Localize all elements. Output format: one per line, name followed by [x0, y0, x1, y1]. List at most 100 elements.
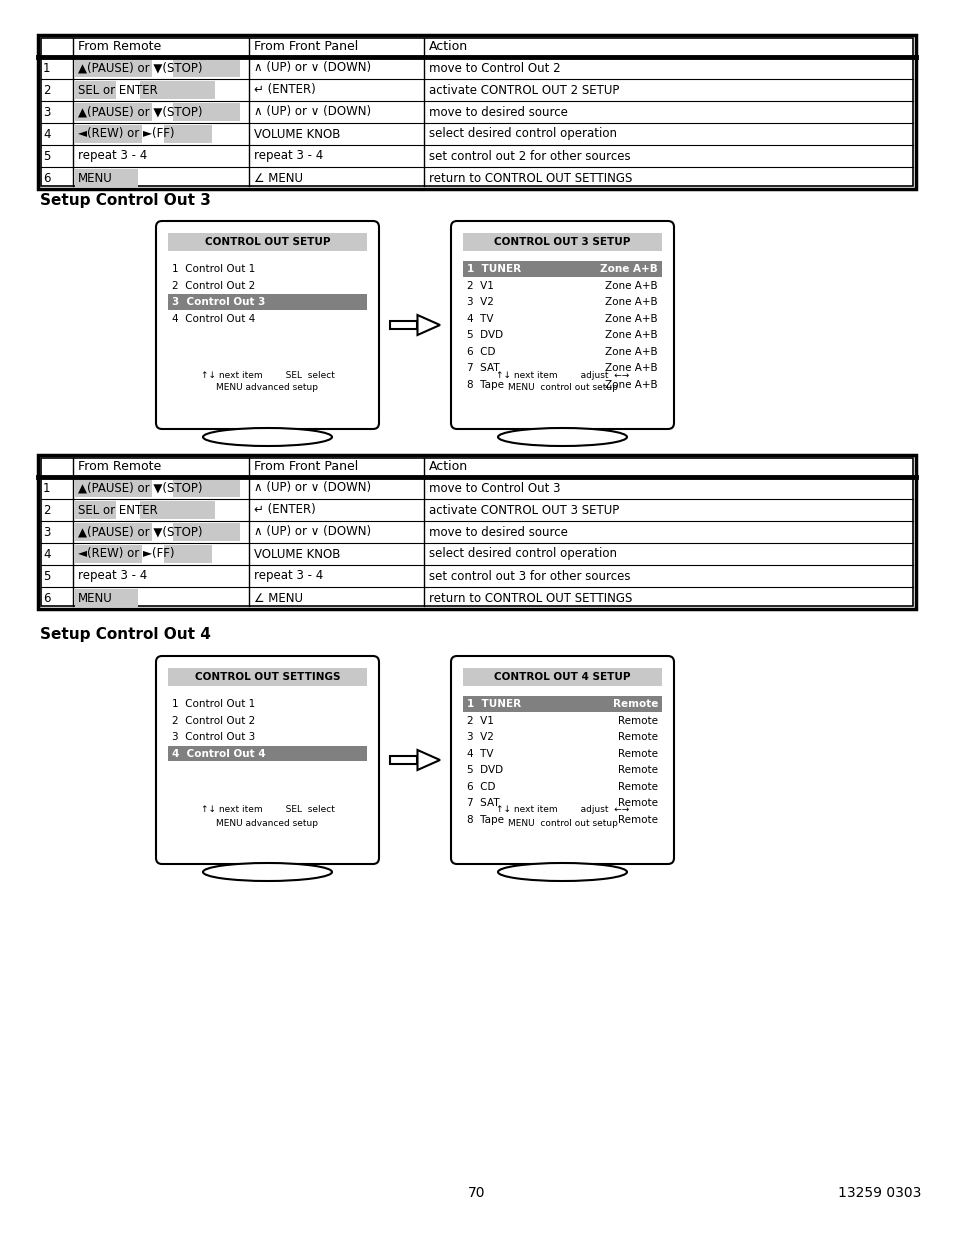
Text: Remote: Remote [612, 699, 658, 709]
Text: activate CONTROL OUT 3 SETUP: activate CONTROL OUT 3 SETUP [429, 504, 618, 516]
Ellipse shape [203, 429, 332, 446]
Bar [38, 35, 915, 189]
Bar [173, 59, 240, 77]
Text: Zone A+B: Zone A+B [599, 264, 658, 274]
Bar [75, 522, 152, 541]
FancyBboxPatch shape [451, 221, 673, 429]
Text: Setup Control Out 3: Setup Control Out 3 [40, 193, 211, 207]
Bar [75, 589, 138, 606]
Text: 1: 1 [43, 62, 51, 74]
Bar [75, 82, 115, 99]
Bar [75, 169, 138, 186]
Bar [168, 294, 367, 310]
Text: CONTROL OUT 3 SETUP: CONTROL OUT 3 SETUP [494, 237, 630, 247]
Text: repeat 3 - 4: repeat 3 - 4 [253, 569, 323, 583]
Text: ∧ (UP) or ∨ (DOWN): ∧ (UP) or ∨ (DOWN) [253, 62, 371, 74]
Text: 13259 0303: 13259 0303 [838, 1186, 921, 1200]
Text: Remote: Remote [618, 732, 658, 742]
Text: MENU  control out setup: MENU control out setup [507, 384, 617, 393]
Bar [75, 59, 152, 77]
Bar [462, 261, 661, 277]
Text: 3: 3 [43, 105, 51, 119]
Text: activate CONTROL OUT 2 SETUP: activate CONTROL OUT 2 SETUP [429, 84, 619, 96]
Text: SEL or ENTER: SEL or ENTER [78, 504, 157, 516]
Text: repeat 3 - 4: repeat 3 - 4 [78, 149, 147, 163]
Text: ∠ MENU: ∠ MENU [253, 592, 302, 604]
Text: 3  V2: 3 V2 [467, 298, 494, 308]
Ellipse shape [497, 429, 626, 446]
Bar [173, 522, 240, 541]
Text: select desired control operation: select desired control operation [429, 547, 617, 561]
Text: ∧ (UP) or ∨ (DOWN): ∧ (UP) or ∨ (DOWN) [253, 482, 371, 494]
Text: 5: 5 [43, 149, 51, 163]
Text: CONTROL OUT SETUP: CONTROL OUT SETUP [205, 237, 330, 247]
Text: 5: 5 [43, 569, 51, 583]
Text: From Front Panel: From Front Panel [253, 40, 357, 53]
Text: ▲(PAUSE) or ▼(STOP): ▲(PAUSE) or ▼(STOP) [78, 482, 202, 494]
Bar [462, 233, 661, 251]
Bar [390, 321, 417, 329]
Text: ▲(PAUSE) or ▼(STOP): ▲(PAUSE) or ▼(STOP) [78, 62, 202, 74]
Text: repeat 3 - 4: repeat 3 - 4 [78, 569, 147, 583]
Bar [75, 103, 152, 121]
Text: Action: Action [429, 40, 468, 53]
Polygon shape [417, 315, 439, 335]
Text: VOLUME KNOB: VOLUME KNOB [253, 127, 339, 141]
Text: Remote: Remote [618, 815, 658, 825]
Text: move to Control Out 3: move to Control Out 3 [429, 482, 560, 494]
Text: From Remote: From Remote [78, 40, 161, 53]
Text: 6: 6 [43, 172, 51, 184]
Bar [41, 458, 912, 606]
Text: 4: 4 [43, 547, 51, 561]
Text: 4  TV: 4 TV [467, 314, 493, 324]
Text: MENU  control out setup: MENU control out setup [507, 819, 617, 827]
FancyBboxPatch shape [156, 656, 378, 864]
Text: ↑↓ next item        SEL  select: ↑↓ next item SEL select [200, 805, 335, 815]
Text: 5  DVD: 5 DVD [467, 766, 502, 776]
Text: Zone A+B: Zone A+B [605, 379, 658, 390]
Text: VOLUME KNOB: VOLUME KNOB [253, 547, 339, 561]
Text: 1: 1 [43, 482, 51, 494]
Bar [173, 103, 240, 121]
Text: 2  V1: 2 V1 [467, 280, 494, 290]
Text: 8  Tape: 8 Tape [467, 815, 503, 825]
Bar [41, 38, 912, 186]
Bar [75, 545, 142, 563]
Text: 3: 3 [43, 526, 51, 538]
Text: ↑↓ next item        adjust  ←→: ↑↓ next item adjust ←→ [496, 370, 628, 379]
Text: move to desired source: move to desired source [429, 526, 568, 538]
Text: 2: 2 [43, 504, 51, 516]
Bar [140, 82, 215, 99]
Text: ↑↓ next item        adjust  ←→: ↑↓ next item adjust ←→ [496, 805, 628, 815]
Text: 4  TV: 4 TV [467, 748, 493, 758]
Bar [75, 479, 152, 496]
Text: 1  Control Out 1: 1 Control Out 1 [172, 699, 255, 709]
Text: ▲(PAUSE) or ▼(STOP): ▲(PAUSE) or ▼(STOP) [78, 526, 202, 538]
Text: move to desired source: move to desired source [429, 105, 568, 119]
FancyBboxPatch shape [451, 656, 673, 864]
Bar [75, 125, 142, 143]
Bar [75, 501, 115, 519]
Bar [164, 125, 212, 143]
Bar [168, 746, 367, 761]
Text: ↵ (ENTER): ↵ (ENTER) [253, 84, 315, 96]
Text: Remote: Remote [618, 782, 658, 792]
Text: set control out 2 for other sources: set control out 2 for other sources [429, 149, 630, 163]
Text: Remote: Remote [618, 748, 658, 758]
Bar [390, 756, 417, 764]
Text: 5  DVD: 5 DVD [467, 330, 502, 341]
Text: Remote: Remote [618, 766, 658, 776]
Text: ∧ (UP) or ∨ (DOWN): ∧ (UP) or ∨ (DOWN) [253, 105, 371, 119]
Text: 4  Control Out 4: 4 Control Out 4 [172, 314, 255, 324]
Text: 70: 70 [468, 1186, 485, 1200]
Text: ◄(REW) or ►(FF): ◄(REW) or ►(FF) [78, 127, 174, 141]
Bar [140, 501, 215, 519]
Text: ▲(PAUSE) or ▼(STOP): ▲(PAUSE) or ▼(STOP) [78, 105, 202, 119]
Text: 6  CD: 6 CD [467, 782, 495, 792]
Text: 3  V2: 3 V2 [467, 732, 494, 742]
Bar [173, 479, 240, 496]
Text: Zone A+B: Zone A+B [605, 330, 658, 341]
Text: MENU: MENU [78, 172, 112, 184]
Text: set control out 3 for other sources: set control out 3 for other sources [429, 569, 630, 583]
Text: ∠ MENU: ∠ MENU [253, 172, 302, 184]
